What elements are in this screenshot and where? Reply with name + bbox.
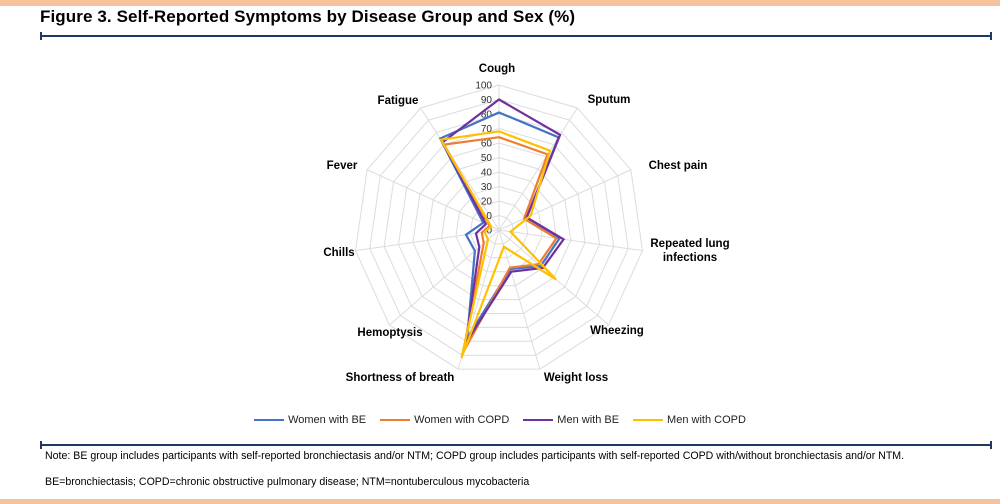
radar-tick-label: 20 bbox=[481, 197, 493, 208]
legend-item-men-with-copd: Men with COPD bbox=[633, 414, 746, 426]
radar-axis-label: Repeated lung infections bbox=[650, 238, 729, 264]
legend-item-women-with-be: Women with BE bbox=[254, 414, 366, 426]
radar-tick-label: 0 bbox=[486, 226, 492, 237]
radar-tick-label: 60 bbox=[481, 139, 493, 150]
radar-grid-ring bbox=[455, 185, 543, 273]
legend-item-men-with-be: Men with BE bbox=[523, 414, 619, 426]
radar-tick-label: 30 bbox=[481, 182, 493, 193]
note-definitions: BE=bronchiectasis; COPD=chronic obstruct… bbox=[45, 476, 530, 488]
legend-swatch bbox=[380, 418, 411, 422]
radar-grid-ring bbox=[369, 98, 629, 356]
radar-tick-label: 10 bbox=[481, 211, 493, 222]
radar-tick-label: 80 bbox=[481, 110, 493, 121]
legend-label: Women with COPD bbox=[414, 414, 510, 426]
radar-grid-ring bbox=[383, 113, 615, 342]
note-groups: Note: BE group includes participants wit… bbox=[45, 450, 905, 462]
radar-grid-ring bbox=[354, 84, 644, 370]
radar-axis-label: Sputum bbox=[588, 94, 631, 106]
radar-axis-label: Shortness of breath bbox=[346, 372, 455, 384]
radar-axis-label: Weight loss bbox=[544, 372, 608, 384]
radar-axis-label: Chills bbox=[323, 247, 354, 259]
divider-rule-top bbox=[40, 32, 992, 40]
radar-axis-label: Cough bbox=[479, 63, 515, 75]
chart-legend: Women with BE Women with COPD Men with BE M… bbox=[0, 414, 1000, 426]
bottom-accent-bar bbox=[0, 499, 1000, 504]
radar-axis-label: Wheezing bbox=[590, 325, 644, 337]
radar-tick-label: 50 bbox=[481, 153, 493, 164]
radar-tick-label: 40 bbox=[481, 168, 493, 179]
radar-grid-ring bbox=[397, 127, 601, 328]
figure-title: Figure 3. Self-Reported Symptoms by Dise… bbox=[40, 7, 576, 26]
radar-tick-label: 100 bbox=[475, 81, 492, 92]
radar-series-men-with-copd bbox=[439, 130, 557, 359]
top-accent-bar bbox=[0, 0, 1000, 6]
radar-grid-ring bbox=[412, 142, 586, 314]
legend-swatch bbox=[254, 418, 285, 422]
legend-item-women-with-copd: Women with COPD bbox=[380, 414, 509, 426]
radar-axis-label: Chest pain bbox=[649, 160, 708, 172]
legend-label: Women with BE bbox=[288, 414, 367, 426]
radar-grid-ring bbox=[484, 214, 514, 245]
radar-tick-label: 70 bbox=[481, 124, 493, 135]
radar-axis-label: Fever bbox=[327, 160, 358, 172]
radar-tick-label: 90 bbox=[481, 95, 493, 106]
radar-axis-label: Fatigue bbox=[378, 95, 419, 107]
legend-label: Men with COPD bbox=[667, 414, 746, 426]
divider-rule-bottom bbox=[40, 441, 992, 449]
radar-axis-label: Hemoptysis bbox=[357, 327, 422, 339]
radar-grid-ring bbox=[426, 156, 572, 301]
legend-swatch bbox=[633, 418, 664, 422]
radar-series-men-with-be bbox=[441, 98, 566, 344]
legend-swatch bbox=[523, 418, 554, 422]
legend-label: Men with BE bbox=[557, 414, 620, 426]
